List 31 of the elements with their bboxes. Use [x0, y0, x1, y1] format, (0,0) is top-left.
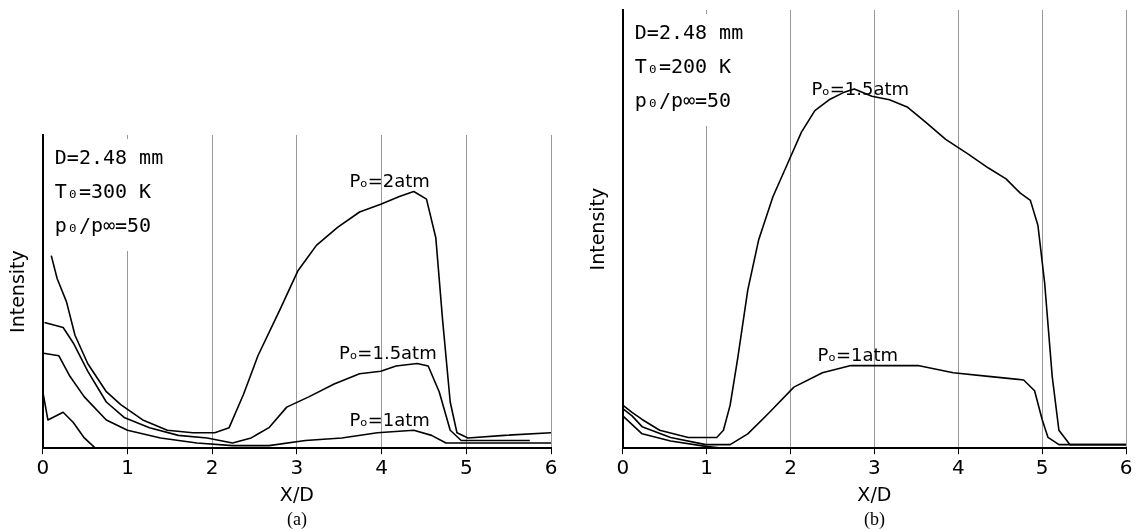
- series-label: Pₒ=1atm: [349, 408, 430, 430]
- x-tick-label: 4: [375, 455, 388, 480]
- x-axis-title: X/D: [857, 482, 892, 505]
- series-label: Pₒ=1atm: [817, 344, 899, 366]
- x-tick-label: 0: [36, 455, 50, 480]
- y-axis-title: Intensity: [6, 250, 29, 333]
- text: D=2.48 mm: [54, 145, 164, 170]
- series-label: Pₒ=1.5atm: [811, 78, 910, 100]
- x-tick-label: 1: [121, 455, 134, 480]
- text: D=2.48 mm: [634, 20, 744, 45]
- text: (b): [863, 508, 885, 530]
- annotation: p₀/p∞=50: [54, 213, 152, 238]
- x-tick-label: 1: [700, 455, 714, 480]
- x-tick-label: 5: [1035, 455, 1049, 480]
- x-tick-label: 4: [951, 455, 965, 480]
- series-label: Pₒ=2atm: [349, 170, 430, 192]
- x-axis-title: X/D: [279, 482, 314, 505]
- x-tick-label: 3: [290, 455, 304, 480]
- x-tick-label: 3: [868, 455, 881, 480]
- x-tick-label: 0: [616, 455, 630, 480]
- x-tick-label: 6: [544, 455, 558, 480]
- x-tick-label: 2: [784, 455, 797, 480]
- x-tick-label: 2: [205, 455, 219, 480]
- x-tick-label: 5: [459, 455, 473, 480]
- y-axis-title: Intensity: [586, 187, 609, 271]
- annotation: T₀=300 K: [54, 179, 152, 204]
- text: T₀=200 K: [634, 54, 732, 79]
- text: (a): [286, 508, 307, 530]
- annotation: p₀/p∞=50: [634, 88, 732, 113]
- x-tick-label: 6: [1119, 455, 1133, 480]
- series-label: Pₒ=1.5atm: [339, 342, 437, 364]
